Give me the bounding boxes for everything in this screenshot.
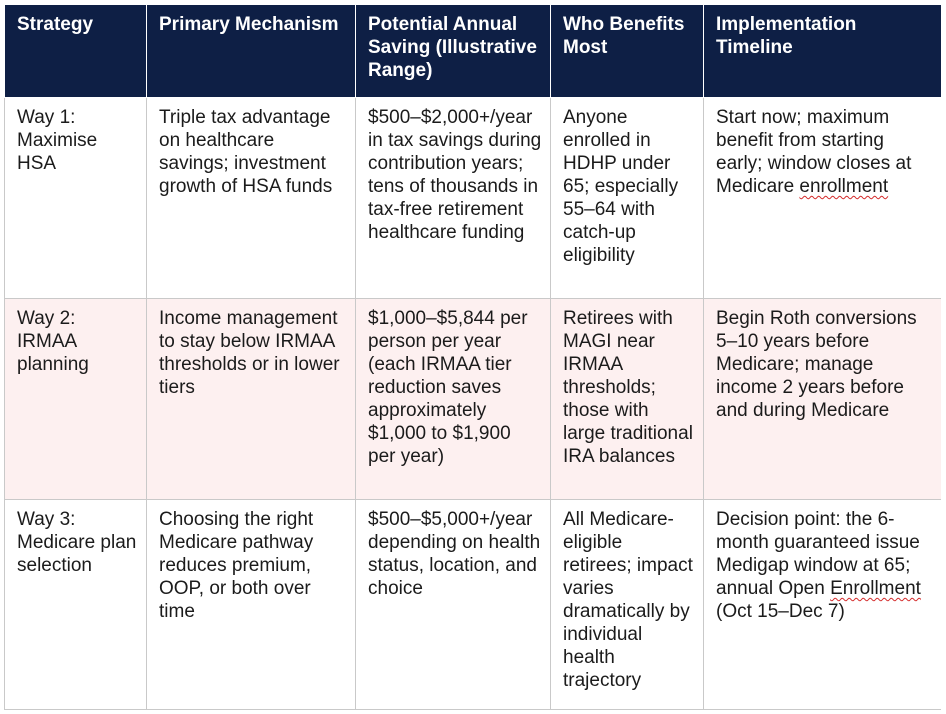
header-who-benefits-most: Who Benefits Most xyxy=(550,4,704,98)
cell-strategy: Way 2: IRMAA planning xyxy=(4,298,147,500)
cell-strategy: Way 1: Maximise HSA xyxy=(4,97,147,299)
cell-strategy: Way 3: Medicare plan selection xyxy=(4,499,147,710)
strategy-comparison-table: Strategy Primary Mechanism Potential Ann… xyxy=(4,4,941,710)
spellcheck-flagged-word: Enrollment xyxy=(830,578,921,599)
cell-saving: $1,000–$5,844 per person per year (each … xyxy=(355,298,551,500)
cell-saving: $500–$5,000+/year depending on health st… xyxy=(355,499,551,710)
cell-saving: $500–$2,000+/year in tax savings during … xyxy=(355,97,551,299)
header-strategy: Strategy xyxy=(4,4,147,98)
cell-mechanism: Triple tax advantage on healthcare savin… xyxy=(146,97,356,299)
cell-timeline: Decision point: the 6-month guaranteed i… xyxy=(703,499,941,710)
cell-mechanism: Choosing the right Medicare pathway redu… xyxy=(146,499,356,710)
header-implementation-timeline: Implementation Timeline xyxy=(703,4,941,98)
table-row: Way 2: IRMAA planning Income management … xyxy=(4,298,941,500)
cell-benefits: All Medicare-eligible retirees; impact v… xyxy=(550,499,704,710)
header-primary-mechanism: Primary Mechanism xyxy=(146,4,356,98)
cell-mechanism: Income management to stay below IRMAA th… xyxy=(146,298,356,500)
table-row: Way 3: Medicare plan selection Choosing … xyxy=(4,499,941,710)
table-row: Way 1: Maximise HSA Triple tax advantage… xyxy=(4,97,941,299)
header-row: Strategy Primary Mechanism Potential Ann… xyxy=(4,4,941,98)
cell-timeline: Begin Roth conversions 5–10 years before… xyxy=(703,298,941,500)
timeline-text: Begin Roth conversions 5–10 years before… xyxy=(716,308,917,421)
cell-benefits: Retirees with MAGI near IRMAA thresholds… xyxy=(550,298,704,500)
spellcheck-flagged-word: enrollment xyxy=(799,176,889,197)
timeline-text-end: (Oct 15–Dec 7) xyxy=(716,601,845,622)
strategy-table-container: Strategy Primary Mechanism Potential Ann… xyxy=(4,4,941,714)
cell-benefits: Anyone enrolled in HDHP under 65; especi… xyxy=(550,97,704,299)
cell-timeline: Start now; maximum benefit from starting… xyxy=(703,97,941,299)
table-body: Way 1: Maximise HSA Triple tax advantage… xyxy=(4,97,941,710)
timeline-text: Start now; maximum benefit from starting… xyxy=(716,107,912,197)
timeline-text: Decision point: the 6-month guaranteed i… xyxy=(716,509,920,599)
header-potential-annual-saving: Potential Annual Saving (Illustrative Ra… xyxy=(355,4,551,98)
table-header: Strategy Primary Mechanism Potential Ann… xyxy=(4,4,941,98)
